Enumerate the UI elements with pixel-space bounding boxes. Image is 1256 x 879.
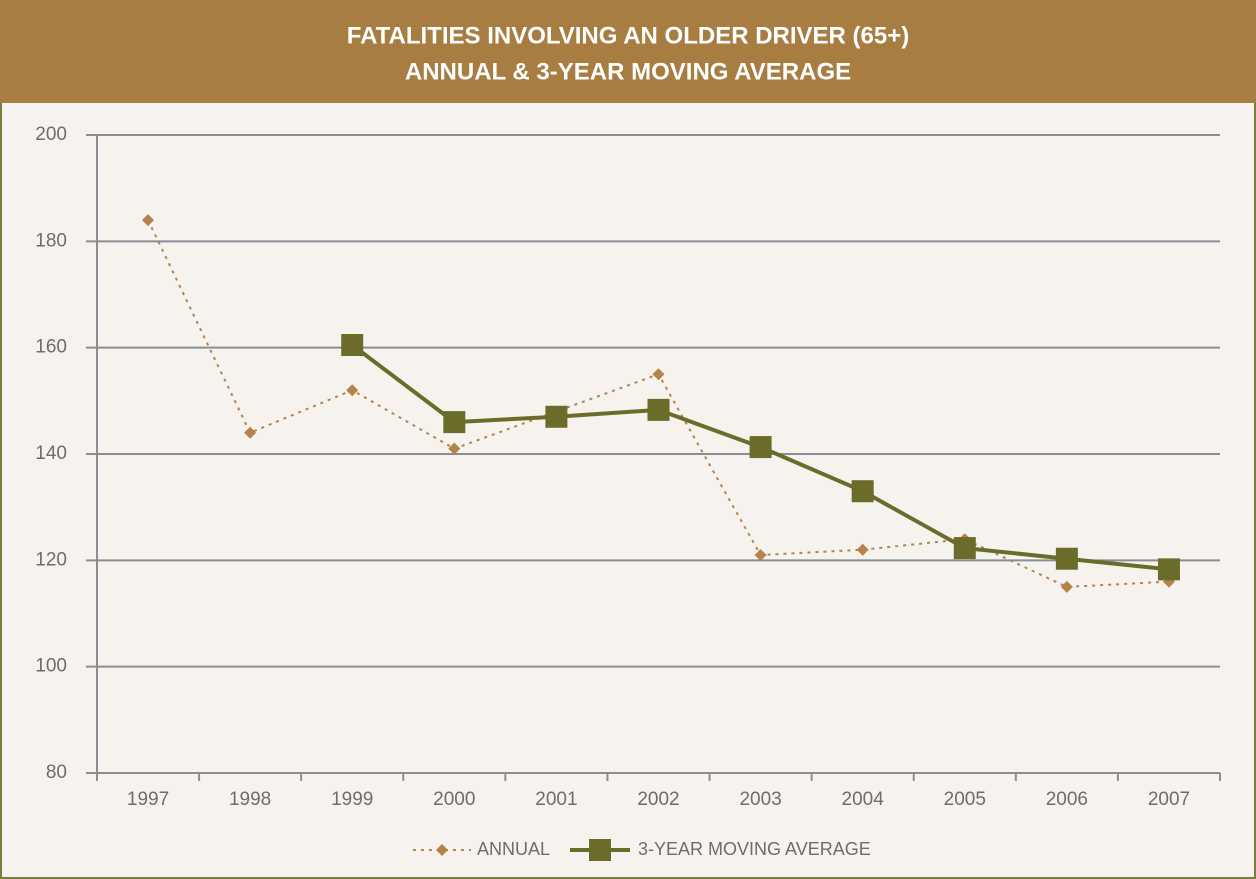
marker [341,334,364,357]
legend-marker [589,839,611,861]
marker [953,537,976,560]
marker [443,411,466,434]
x-tick-label: 1997 [127,789,169,810]
x-tick-label: 2007 [1148,789,1190,810]
x-tick-label: 2001 [535,789,577,810]
x-tick-label: 2003 [739,789,781,810]
marker [754,549,767,562]
chart-subtitle: ANNUAL & 3-YEAR MOVING AVERAGE [405,58,851,85]
legend-label: ANNUAL [477,839,550,859]
x-tick-label: 1999 [331,789,373,810]
marker [851,480,874,503]
y-tick-label: 160 [35,337,67,358]
chart-title: FATALITIES INVOLVING AN OLDER DRIVER (65… [347,22,910,49]
marker [545,405,568,428]
x-tick-label: 2004 [842,789,885,810]
marker [749,436,772,459]
y-tick-label: 140 [35,443,67,464]
x-tick-label: 2002 [637,789,679,810]
legend-marker [436,844,448,856]
marker [1055,547,1078,570]
x-tick-label: 2006 [1046,789,1088,810]
header [0,0,1256,103]
x-tick-label: 1998 [229,789,271,810]
y-tick-label: 100 [35,656,67,677]
marker [346,384,359,397]
y-tick-label: 80 [46,762,67,783]
y-tick-label: 120 [35,549,67,570]
marker [244,426,257,439]
marker [1060,580,1073,593]
marker [1157,558,1180,581]
marker [652,368,665,381]
x-tick-label: 2005 [944,789,986,810]
marker [142,214,155,227]
y-tick-label: 200 [35,124,67,145]
marker [448,442,461,455]
y-tick-label: 180 [35,230,67,251]
marker [647,398,670,421]
legend-label: 3-YEAR MOVING AVERAGE [638,839,871,859]
x-tick-label: 2000 [433,789,475,810]
marker [856,543,869,556]
